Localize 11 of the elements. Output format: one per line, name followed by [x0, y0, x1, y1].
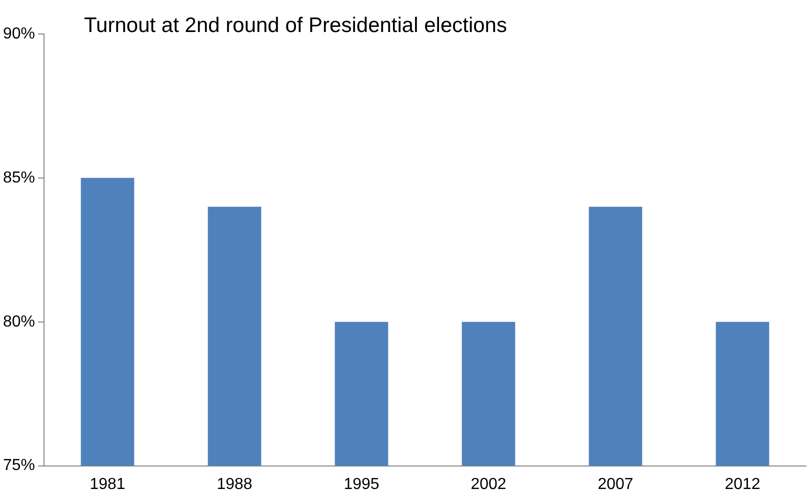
x-tick-label: 2012: [724, 476, 760, 493]
y-tick-label: 90%: [2, 25, 36, 42]
x-tick-label: 1988: [216, 476, 252, 493]
x-tick-label: 1981: [90, 476, 126, 493]
y-tick-label: 75%: [2, 457, 36, 474]
y-tick-label: 80%: [2, 313, 36, 330]
chart-title: Turnout at 2nd round of Presidential elections: [84, 14, 507, 38]
y-tick-label: 85%: [2, 169, 36, 186]
x-tick-label: 2002: [470, 476, 506, 493]
x-tick-label: 2007: [598, 476, 634, 493]
x-tick-label: 1995: [344, 476, 380, 493]
